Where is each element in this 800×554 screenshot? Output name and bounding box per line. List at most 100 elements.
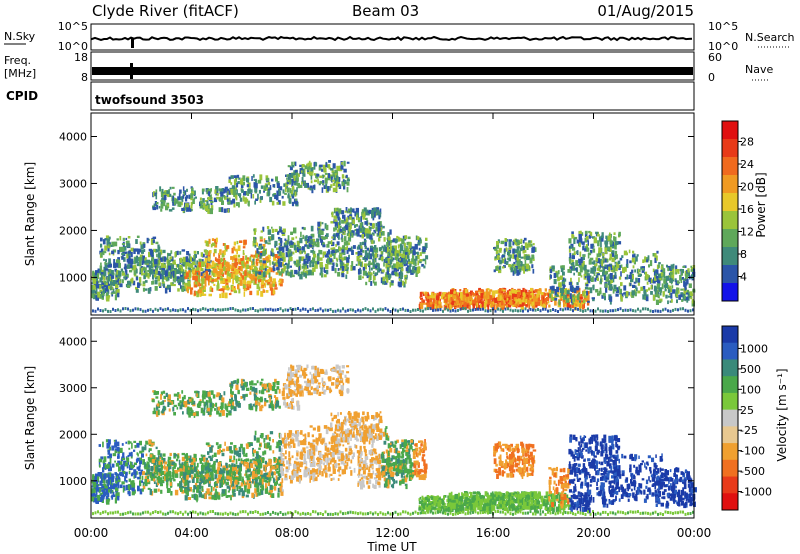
data-cell: [306, 163, 309, 167]
data-cell: [480, 293, 484, 299]
data-cell: [524, 288, 526, 292]
data-cell: [582, 309, 584, 313]
data-cell: [154, 307, 157, 311]
data-cell: [246, 274, 249, 278]
data-cell: [592, 266, 597, 270]
data-cell: [124, 251, 128, 254]
data-cell: [335, 181, 338, 188]
data-cell: [211, 266, 215, 270]
data-cell: [121, 243, 125, 246]
data-cell: [101, 274, 104, 280]
data-cell: [346, 161, 350, 164]
data-cell: [150, 262, 153, 268]
data-cell: [291, 181, 294, 187]
data-cell: [461, 301, 465, 305]
data-cell: [321, 222, 324, 225]
data-cell: [571, 255, 575, 260]
data-cell: [474, 303, 478, 306]
data-cell: [236, 277, 241, 282]
data-cell: [119, 472, 122, 476]
data-cell: [274, 228, 278, 232]
data-cell: [523, 269, 525, 274]
data-cell: [345, 268, 349, 271]
data-cell: [406, 241, 410, 246]
data-cell: [336, 229, 339, 233]
data-cell: [599, 258, 602, 265]
data-cell: [331, 243, 335, 247]
data-cell: [395, 273, 397, 277]
data-cell: [509, 254, 512, 259]
data-cell: [341, 249, 345, 253]
data-cell: [373, 270, 375, 275]
data-cell: [609, 296, 613, 302]
data-cell: [518, 268, 522, 273]
data-cell: [323, 274, 327, 278]
data-cell: [196, 275, 200, 280]
data-cell: [639, 273, 642, 277]
data-cell: [647, 255, 650, 261]
data-cell: [501, 257, 504, 262]
data-cell: [128, 250, 131, 254]
data-cell: [343, 216, 346, 222]
data-cell: [301, 181, 304, 185]
data-cell: [601, 260, 604, 267]
data-cell: [234, 263, 238, 268]
data-cell: [325, 183, 328, 189]
data-cell: [169, 256, 173, 260]
data-cell: [322, 251, 326, 256]
data-cell: [516, 246, 520, 252]
colorbar-tick-label: 20: [740, 181, 754, 194]
data-cell: [612, 241, 615, 246]
data-cell: [152, 309, 154, 313]
data-cell: [388, 275, 391, 280]
data-cell: [403, 281, 406, 288]
data-cell: [559, 295, 563, 301]
data-cell: [495, 249, 499, 255]
data-cell: [691, 274, 694, 278]
data-cell: [327, 249, 331, 252]
data-cell: [518, 253, 521, 258]
data-cell: [494, 257, 497, 261]
data-cell: [394, 238, 397, 244]
data-cell: [508, 304, 512, 308]
data-cell: [519, 247, 523, 252]
data-cell: [451, 300, 455, 306]
data-cell: [127, 440, 130, 445]
data-cell: [505, 297, 509, 301]
data-cell: [515, 266, 518, 271]
data-cell: [107, 272, 110, 275]
data-cell: [179, 264, 181, 269]
power-colorbar-label: Power [dB]: [754, 172, 768, 237]
data-cell: [411, 246, 416, 249]
data-cell: [430, 304, 433, 309]
data-cell: [558, 288, 562, 291]
data-cell: [404, 277, 408, 280]
data-cell: [530, 240, 533, 244]
data-cell: [516, 239, 520, 245]
data-cell: [219, 293, 222, 299]
data-cell: [370, 210, 375, 215]
data-cell: [379, 232, 381, 237]
data-cell: [615, 293, 619, 297]
data-cell: [363, 229, 367, 233]
data-cell: [282, 309, 284, 313]
data-cell: [154, 265, 158, 269]
data-cell: [448, 300, 452, 305]
data-cell: [579, 296, 583, 300]
data-cell: [261, 280, 265, 285]
data-cell: [683, 278, 685, 281]
data-cell: [276, 202, 279, 205]
data-cell: [382, 308, 384, 312]
data-cell: [474, 297, 477, 300]
data-cell: [167, 252, 169, 259]
data-cell: [128, 452, 132, 457]
data-cell: [588, 252, 592, 256]
data-cell: [632, 254, 636, 258]
data-cell: [411, 255, 415, 260]
data-cell: [238, 177, 241, 180]
data-cell: [286, 263, 290, 269]
data-cell: [564, 288, 568, 295]
data-cell: [231, 286, 235, 290]
data-cell: [512, 303, 515, 307]
data-cell: [295, 172, 298, 178]
